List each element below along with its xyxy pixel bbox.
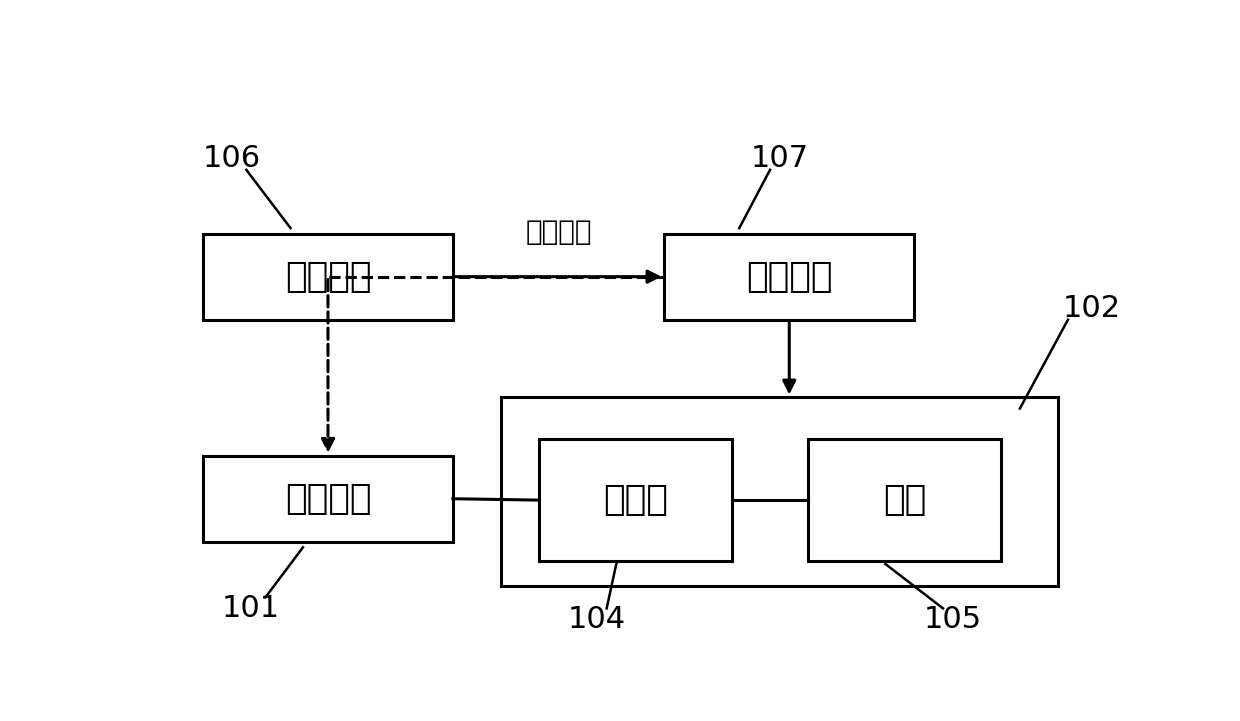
Bar bbox=[203, 456, 453, 541]
Text: 106: 106 bbox=[203, 144, 260, 173]
Bar bbox=[501, 397, 1058, 586]
Bar bbox=[203, 234, 453, 319]
Text: 喷嘴: 喷嘴 bbox=[883, 483, 926, 517]
Bar bbox=[539, 439, 732, 561]
Bar bbox=[665, 234, 914, 319]
Text: 探测装置: 探测装置 bbox=[285, 260, 371, 293]
Text: 驱动机构: 驱动机构 bbox=[285, 482, 371, 516]
Text: 探测信号: 探测信号 bbox=[526, 218, 591, 246]
Text: 吹洗管: 吹洗管 bbox=[603, 483, 668, 517]
Text: 101: 101 bbox=[222, 594, 280, 623]
Text: 102: 102 bbox=[1063, 294, 1121, 323]
Text: 104: 104 bbox=[568, 605, 626, 634]
Bar bbox=[808, 439, 1001, 561]
Text: 105: 105 bbox=[924, 605, 982, 634]
Text: 107: 107 bbox=[750, 144, 808, 173]
Text: 控制装置: 控制装置 bbox=[746, 260, 832, 293]
